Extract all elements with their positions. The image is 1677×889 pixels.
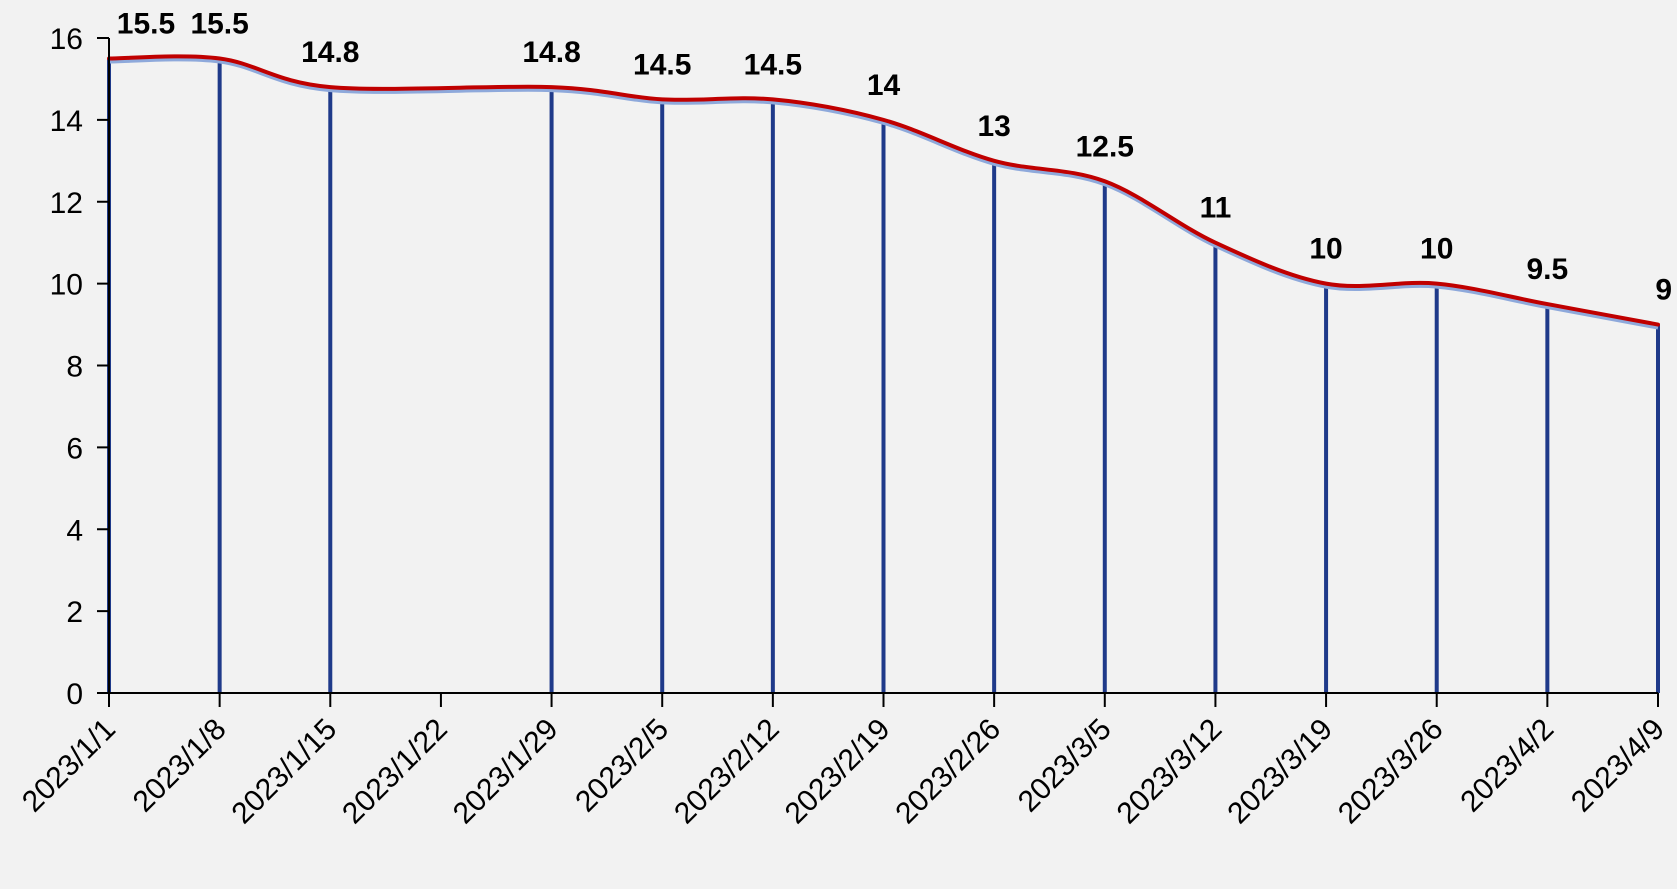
data-label: 11 [1200, 192, 1232, 225]
x-tick-label: 2023/2/26 [889, 713, 1007, 831]
x-tick-label: 2023/1/15 [226, 713, 344, 831]
y-tick-label: 8 [66, 351, 83, 384]
data-label: 14.8 [301, 36, 359, 69]
y-tick-label: 4 [66, 514, 83, 547]
data-label: 14.8 [522, 36, 580, 69]
data-label: 15.5 [117, 7, 175, 40]
y-tick-label: 16 [50, 23, 83, 56]
x-tick-label: 2023/1/1 [16, 713, 122, 819]
data-label: 13 [977, 110, 1010, 143]
data-labels: 15.5 15.5 14.8 14.8 14.5 14.5 14 13 12.5 11 10 10 9.… [117, 7, 1672, 306]
y-tick-label: 2 [66, 596, 83, 629]
data-label: 9.5 [1526, 253, 1568, 286]
x-tick-label: 2023/4/9 [1565, 713, 1671, 819]
data-label: 12.5 [1076, 130, 1134, 163]
y-tick-label: 6 [66, 432, 83, 465]
x-tick-label: 2023/1/8 [127, 713, 233, 819]
x-tick-label: 2023/2/5 [569, 713, 675, 819]
x-tick-label: 2023/3/26 [1332, 713, 1450, 831]
x-tick-label: 2023/2/12 [668, 713, 786, 831]
x-tick-label: 2023/1/22 [336, 713, 454, 831]
x-tick-label: 2023/3/5 [1012, 713, 1118, 819]
series-line [107, 54, 1660, 327]
y-tick-label: 10 [50, 269, 83, 302]
axes [97, 37, 1659, 707]
x-tick-label: 2023/2/19 [779, 713, 897, 831]
data-label: 10 [1420, 233, 1453, 266]
data-label: 14 [867, 69, 901, 102]
x-tick-label: 2023/3/12 [1111, 713, 1229, 831]
data-label: 9 [1655, 274, 1672, 307]
x-tick-labels: 2023/1/1 2023/1/82023/1/152023/1/222023/1… [16, 713, 1671, 831]
x-tick-label: 2023/4/2 [1454, 713, 1560, 819]
data-label: 15.5 [190, 7, 248, 40]
data-label: 14.5 [633, 48, 691, 81]
y-tick-label: 12 [50, 187, 83, 220]
x-tick-label: 2023/1/29 [447, 713, 565, 831]
series-line-layer [107, 54, 1660, 330]
drop-lines [107, 58, 1660, 693]
data-label: 10 [1309, 233, 1342, 266]
x-tick-label: 2023/3/19 [1221, 713, 1339, 831]
y-tick-labels: 0 2 4 6 8 10 12 14 16 [50, 23, 83, 711]
series-line-shadow [108, 57, 1659, 330]
y-tick-label: 14 [50, 105, 83, 138]
y-tick-label: 0 [66, 678, 83, 711]
data-label: 14.5 [744, 48, 802, 81]
